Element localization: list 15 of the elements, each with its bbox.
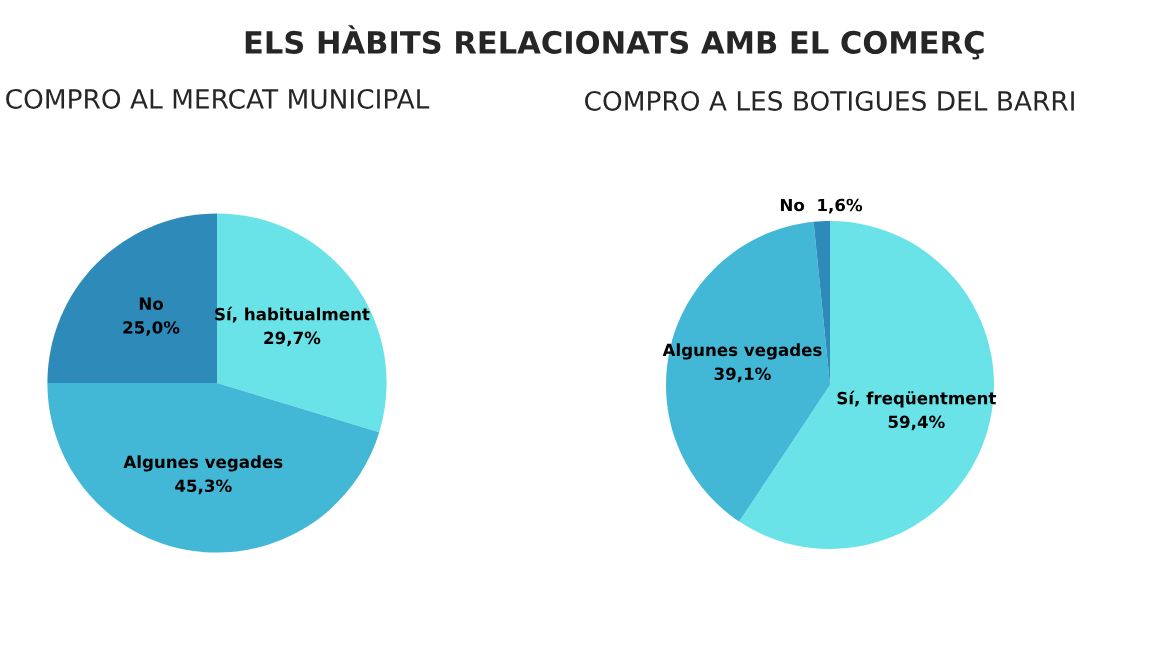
data-label: 45,3% (175, 479, 232, 495)
data-label: 25,0% (123, 321, 180, 336)
slice-label: Algunes vegades (123, 455, 283, 472)
slice-label: No (139, 297, 164, 311)
data-label: 39,1% (714, 367, 771, 383)
text: ELS HÀBITS RELACIONATS AMB EL COMERÇ (245, 25, 984, 60)
pie-slice (47, 213, 217, 383)
data-label: 59,4% (888, 415, 945, 431)
pie-slice (47, 383, 380, 553)
pie-slice (217, 213, 387, 433)
slice-label: No 1,6% (780, 198, 863, 214)
chart-title: COMPRO AL MERCAT MUNICIPAL (6, 88, 430, 109)
data-label: 29,7% (264, 331, 321, 347)
chart-title: COMPRO A LES BOTIGUES DEL BARRI (585, 90, 1074, 111)
slice-label: Sí, habitualment (215, 306, 370, 323)
